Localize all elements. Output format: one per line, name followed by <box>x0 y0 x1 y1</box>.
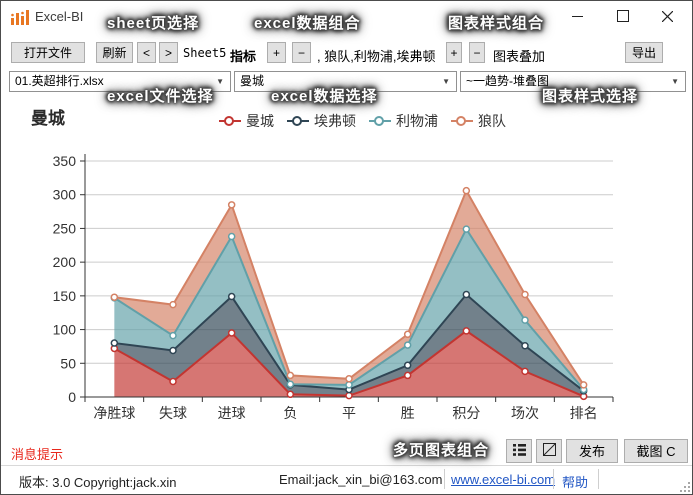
statusbar-separator <box>444 469 445 489</box>
svg-text:100: 100 <box>53 322 77 338</box>
svg-text:平: 平 <box>342 405 356 421</box>
sheet-name-label: Sheet5 <box>183 46 227 60</box>
screenshot-button[interactable]: 截图 C <box>624 439 688 463</box>
chart-title: 曼城 <box>31 109 65 128</box>
window-controls <box>555 1 690 31</box>
version-label: 版本: 3.0 Copyright:jack.xin <box>19 475 177 490</box>
legend-marker-dot <box>292 116 302 126</box>
legend-item[interactable]: 狼队 <box>451 111 506 131</box>
legend-marker-icon <box>219 116 241 126</box>
legend-item[interactable]: 曼城 <box>219 111 274 131</box>
minimize-icon <box>572 15 583 17</box>
bar-chart-app-icon <box>11 10 29 25</box>
open-file-button[interactable]: 打开文件 <box>11 42 85 63</box>
legend-label: 曼城 <box>246 113 274 129</box>
indicator-add-button[interactable]: + <box>267 42 286 63</box>
close-button[interactable] <box>645 1 690 31</box>
export-button[interactable]: 导出 <box>625 42 663 63</box>
multi-page-list-button[interactable] <box>506 439 532 463</box>
statusbar-separator <box>598 469 599 489</box>
excel-data-value: 曼城 <box>240 74 265 88</box>
message-hint-label: 消息提示 <box>11 447 64 462</box>
svg-text:胜: 胜 <box>401 405 415 421</box>
svg-text:50: 50 <box>60 355 76 371</box>
svg-text:排名: 排名 <box>570 405 598 421</box>
stacked-area-chart[interactable]: 0 50 100 150 200 250 300 350 净胜球 失球 进球 负 平 胜 积分 场次 排名 <box>37 151 637 427</box>
svg-text:净胜球: 净胜球 <box>93 405 135 421</box>
statusbar-divider <box>1 465 692 466</box>
legend-item[interactable]: 利物浦 <box>369 111 438 131</box>
legend-marker-dot <box>456 116 466 126</box>
svg-text:350: 350 <box>53 153 77 169</box>
svg-text:0: 0 <box>68 389 76 405</box>
chart-overlay-label: 图表叠加 <box>493 49 546 64</box>
prev-sheet-button[interactable]: < <box>137 42 156 63</box>
svg-text:150: 150 <box>53 288 77 304</box>
indicator-remove-button[interactable]: − <box>292 42 311 63</box>
chevron-down-icon: ▼ <box>216 77 224 86</box>
legend-label: 利物浦 <box>396 113 438 129</box>
website-link[interactable]: www.excel-bi.com <box>451 472 556 487</box>
refresh-button[interactable]: 刷新 <box>96 42 133 63</box>
chart-style-dropdown[interactable]: ~一趋势-堆叠图 ▼ <box>460 71 686 92</box>
excel-file-dropdown[interactable]: 01.英超排行.xlsx ▼ <box>9 71 231 92</box>
excel-file-value: 01.英超排行.xlsx <box>15 74 104 88</box>
maximize-button[interactable] <box>600 1 645 31</box>
next-sheet-button[interactable]: > <box>159 42 178 63</box>
svg-text:进球: 进球 <box>218 405 246 421</box>
svg-text:300: 300 <box>53 187 77 203</box>
legend-marker-icon <box>451 116 473 126</box>
chart-style-value: ~一趋势-堆叠图 <box>466 74 550 88</box>
legend-marker-icon <box>369 116 391 126</box>
svg-text:失球: 失球 <box>159 405 187 421</box>
excel-data-dropdown[interactable]: 曼城 ▼ <box>234 71 457 92</box>
list-view-icon <box>513 444 526 456</box>
title-bar[interactable]: Excel-BI <box>1 1 692 33</box>
clear-chart-button[interactable] <box>536 439 562 463</box>
legend-marker-dot <box>224 116 234 126</box>
indicator-value: , 狼队,利物浦,埃弗顿 <box>317 49 436 64</box>
legend-label: 埃弗顿 <box>314 113 356 129</box>
svg-text:250: 250 <box>53 220 77 236</box>
app-title: Excel-BI <box>35 9 84 24</box>
svg-text:200: 200 <box>53 254 77 270</box>
resize-grip-icon[interactable] <box>680 482 690 492</box>
overlay-add-button[interactable]: + <box>446 42 462 63</box>
legend-label: 狼队 <box>478 113 506 129</box>
publish-button[interactable]: 发布 <box>566 439 618 463</box>
maximize-icon <box>616 10 629 22</box>
close-icon <box>662 10 673 22</box>
chart-legend: 曼城 埃弗顿 利物浦 狼队 <box>219 111 506 131</box>
svg-text:负: 负 <box>283 405 297 421</box>
help-link[interactable]: 帮助 <box>562 475 589 490</box>
chevron-down-icon: ▼ <box>442 77 450 86</box>
statusbar-separator <box>553 469 554 489</box>
legend-item[interactable]: 埃弗顿 <box>287 111 356 131</box>
legend-marker-dot <box>374 116 384 126</box>
email-label: Email:jack_xin_bi@163.com <box>279 472 443 487</box>
chevron-down-icon: ▼ <box>671 77 679 86</box>
annotation-multi-page-combo: 多页图表组合 <box>393 442 490 459</box>
svg-text:场次: 场次 <box>511 405 539 421</box>
minimize-button[interactable] <box>555 1 600 31</box>
overlay-remove-button[interactable]: − <box>469 42 485 63</box>
svg-text:积分: 积分 <box>452 405 480 421</box>
indicator-label: 指标 <box>230 49 257 64</box>
diagonal-square-icon <box>543 443 556 456</box>
legend-marker-icon <box>287 116 309 126</box>
